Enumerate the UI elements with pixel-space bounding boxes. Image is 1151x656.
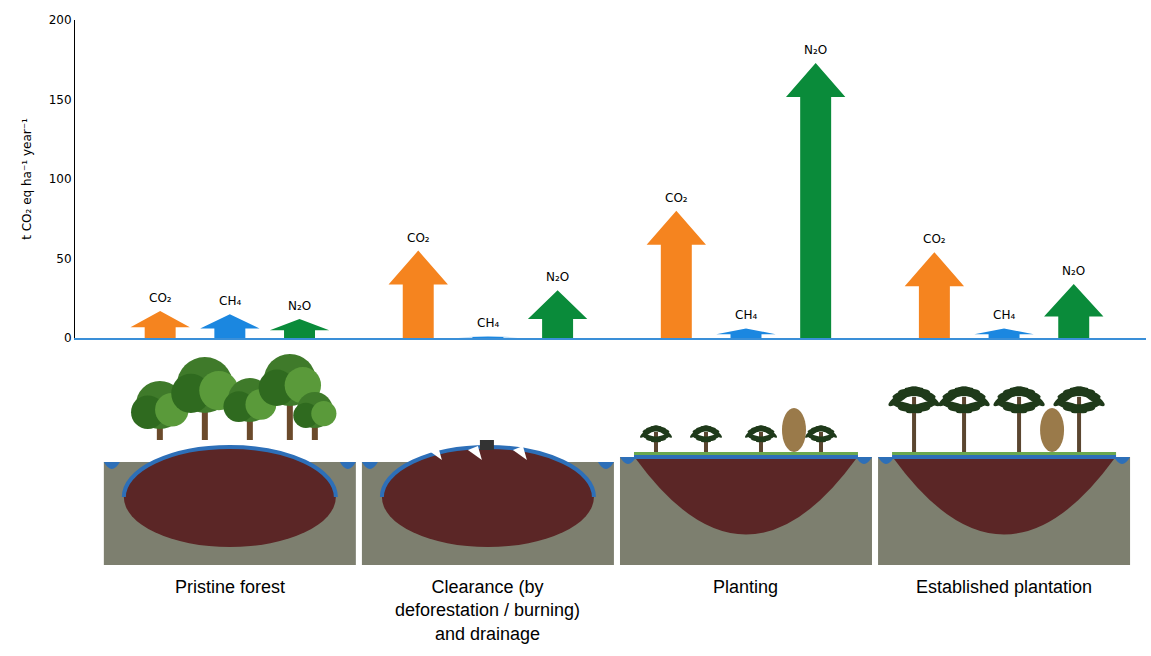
svg-text:100: 100 [49, 172, 72, 186]
svg-text:CH₄: CH₄ [993, 308, 1015, 322]
svg-text:Pristine forest: Pristine forest [175, 577, 285, 597]
svg-text:CH₄: CH₄ [477, 316, 499, 330]
svg-text:N₂O: N₂O [546, 270, 569, 284]
svg-text:t CO₂ eq ha⁻¹ year⁻¹: t CO₂ eq ha⁻¹ year⁻¹ [20, 118, 34, 240]
svg-text:CH₄: CH₄ [735, 308, 757, 322]
svg-text:CH₄: CH₄ [219, 294, 241, 308]
svg-text:N₂O: N₂O [288, 299, 311, 313]
svg-text:CO₂: CO₂ [149, 291, 172, 305]
svg-text:0: 0 [64, 331, 72, 345]
svg-text:Clearance (bydeforestation / b: Clearance (bydeforestation / burning)and… [395, 577, 580, 644]
svg-text:150: 150 [49, 93, 72, 107]
svg-text:N₂O: N₂O [804, 43, 827, 57]
svg-text:50: 50 [56, 252, 71, 266]
svg-text:CO₂: CO₂ [407, 231, 430, 245]
svg-text:Planting: Planting [713, 577, 778, 597]
svg-text:N₂O: N₂O [1062, 264, 1085, 278]
svg-text:CO₂: CO₂ [923, 232, 946, 246]
svg-text:Established plantation: Established plantation [916, 577, 1092, 597]
svg-text:200: 200 [49, 13, 72, 27]
svg-text:CO₂: CO₂ [665, 191, 688, 205]
